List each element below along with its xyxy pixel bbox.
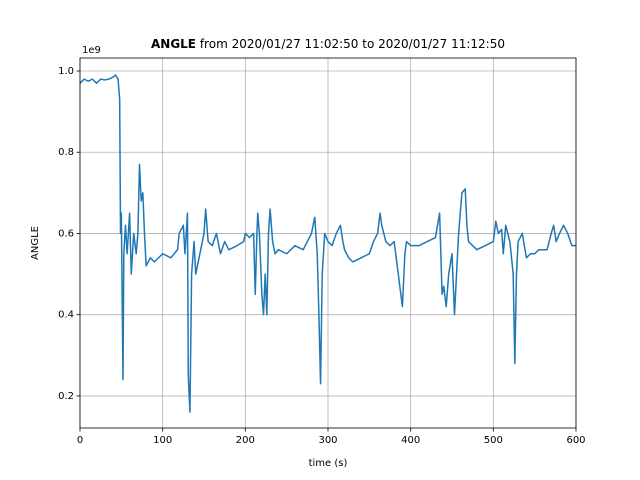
- y-tick-label: 0.2: [58, 391, 74, 402]
- x-tick-label: 600: [566, 435, 585, 446]
- data-line: [79, 74, 576, 413]
- x-tick-label: 300: [318, 435, 337, 446]
- y-tick-label: 1.0: [58, 66, 74, 77]
- x-tick-label: 0: [77, 435, 83, 446]
- x-tick-label: 400: [401, 435, 420, 446]
- y-offset-label: 1e9: [82, 45, 101, 56]
- x-tick-label: 200: [236, 435, 255, 446]
- x-tick-label: 100: [153, 435, 172, 446]
- y-tick-label: 0.6: [58, 228, 74, 239]
- chart-title: ANGLE from 2020/01/27 11:02:50 to 2020/0…: [151, 37, 505, 51]
- y-tick-label: 0.8: [58, 147, 74, 158]
- x-axis-label: time (s): [309, 458, 348, 469]
- plot-data: [79, 74, 576, 413]
- y-axis-label: ANGLE: [30, 226, 41, 260]
- title-bold: ANGLE: [151, 37, 196, 51]
- grid: [79, 58, 577, 428]
- y-tick-label: 0.4: [58, 310, 74, 321]
- x-tick-label: 500: [484, 435, 503, 446]
- title-rest: from 2020/01/27 11:02:50 to 2020/01/27 1…: [196, 37, 505, 51]
